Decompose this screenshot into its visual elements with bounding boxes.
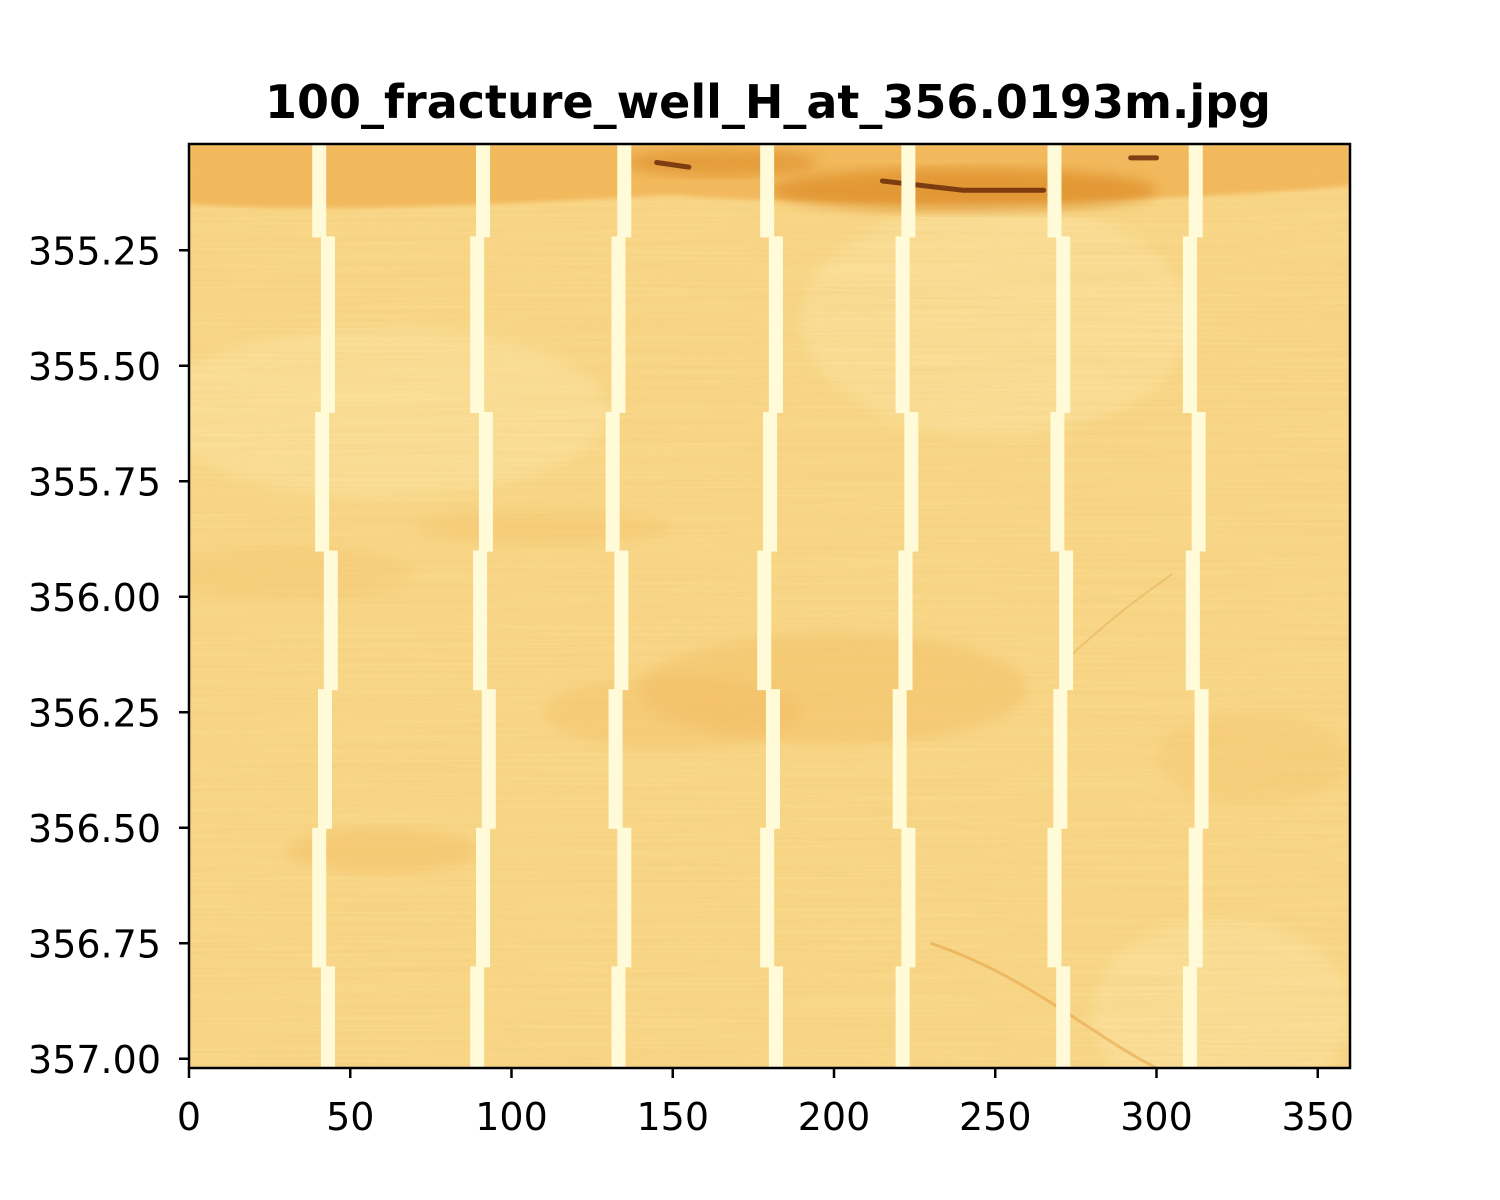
- chart-title: 100_fracture_well_H_at_356.0193m.jpg: [265, 75, 1271, 129]
- pad-gap: [760, 827, 775, 968]
- pad-gap: [473, 550, 488, 691]
- y-tick-label: 356.00: [28, 576, 161, 620]
- pad-gap: [1047, 827, 1062, 968]
- x-tick-label: 50: [326, 1095, 374, 1139]
- pad-gap: [757, 550, 772, 691]
- pad-gap: [470, 966, 485, 1068]
- x-tick-label: 300: [1120, 1095, 1193, 1139]
- pad-gap: [904, 411, 919, 552]
- x-tick-label: 350: [1281, 1095, 1354, 1139]
- pad-gap: [481, 689, 496, 829]
- pad-gap: [1191, 411, 1206, 552]
- pad-gap: [1182, 236, 1197, 413]
- pad-gap: [605, 411, 620, 552]
- y-tick-label: 355.75: [28, 460, 161, 504]
- pad-gap: [608, 689, 623, 829]
- pad-gap: [1059, 550, 1074, 691]
- y-tick-label: 355.25: [28, 229, 161, 273]
- pad-gap: [898, 550, 913, 691]
- y-tick-label: 356.75: [28, 922, 161, 966]
- y-tick-label: 357.00: [28, 1038, 161, 1082]
- y-axis: 355.25 355.50 355.75 356.00 356.25 356.50 356.…: [28, 229, 189, 1082]
- pad-gap: [617, 827, 632, 968]
- x-tick-label: 150: [636, 1095, 709, 1139]
- conductive-zone-core: [624, 148, 818, 177]
- pad-gap: [901, 827, 916, 968]
- pad-gap: [768, 966, 783, 1068]
- pad-gap: [611, 236, 626, 413]
- pad-gap: [1047, 144, 1062, 238]
- pad-gap: [478, 411, 493, 552]
- x-tick-label: 100: [475, 1095, 548, 1139]
- x-tick-label: 200: [798, 1095, 871, 1139]
- pad-gap: [476, 827, 491, 968]
- fracture-trace: [1059, 572, 1174, 667]
- y-tick-label: 356.25: [28, 691, 161, 735]
- pad-gap: [895, 966, 910, 1068]
- pad-gap: [901, 144, 916, 238]
- pad-gap: [1188, 144, 1203, 238]
- fracture-trace: [654, 159, 692, 170]
- pad-gap: [1185, 550, 1200, 691]
- pad-gap: [617, 144, 632, 238]
- pad-gap: [1194, 689, 1209, 829]
- pad-gap: [320, 236, 335, 413]
- fracture-trace: [930, 941, 1158, 1068]
- y-tick-label: 356.50: [28, 807, 161, 851]
- pad-gap: [614, 550, 629, 691]
- pad-gap: [318, 689, 332, 829]
- borehole-image: [189, 144, 1350, 1068]
- pad-gap: [312, 144, 327, 238]
- pad-gap: [1188, 827, 1203, 968]
- pad-gap: [470, 236, 485, 413]
- pad-gap: [315, 411, 330, 552]
- y-tick-label: 355.50: [28, 345, 161, 389]
- pad-gap: [1053, 689, 1068, 829]
- pad-gap: [760, 144, 775, 238]
- x-tick-label: 250: [959, 1095, 1032, 1139]
- pad-gap: [323, 550, 338, 691]
- pad-gap: [895, 236, 910, 413]
- pad-gap: [312, 827, 327, 968]
- pad-gap: [476, 144, 491, 238]
- pad-gap: [765, 689, 780, 829]
- pad-gap: [1056, 236, 1071, 413]
- plot-frame: [187, 142, 1352, 1070]
- x-tick-label: 0: [177, 1095, 201, 1139]
- x-axis: 0 50 100 150 200 250 300 350: [177, 1068, 1354, 1139]
- pad-gap: [1182, 966, 1197, 1068]
- pad-gap: [1050, 411, 1065, 552]
- pad-gap: [611, 966, 626, 1068]
- pad-gap: [320, 966, 335, 1068]
- pad-gap: [763, 411, 778, 552]
- pad-gap: [768, 236, 783, 413]
- pad-gap: [892, 689, 907, 829]
- pad-gap: [1056, 966, 1071, 1068]
